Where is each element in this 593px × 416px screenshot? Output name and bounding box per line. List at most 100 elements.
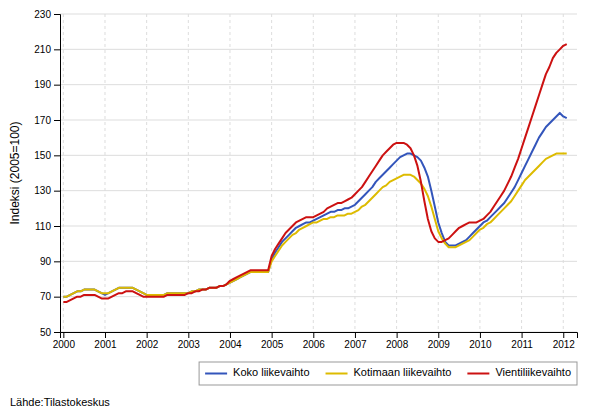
y-axis-tick-label: 210 (34, 44, 51, 55)
legend-swatch (467, 373, 489, 375)
grid-line-y (60, 190, 577, 191)
x-axis-tick-label: 2001 (94, 339, 117, 350)
x-axis-tick: 2007 (344, 332, 367, 350)
grid-line-y (60, 155, 577, 156)
grid-line-x (396, 14, 397, 332)
grid (60, 14, 577, 332)
y-axis-line (54, 15, 61, 333)
grid-line-y (60, 14, 577, 15)
plot: 2000 2001 2002 2003 2004 2005 2006 2007 2008 2009… (34, 9, 577, 350)
x-axis-tick: 2001 (94, 332, 117, 350)
x-axis-tick: 2010 (469, 332, 492, 350)
y-axis-tick: 190 (34, 79, 60, 90)
x-axis-line (61, 333, 578, 339)
grid-line-x (63, 14, 64, 332)
x-axis-tick-mark (397, 332, 398, 338)
lines (63, 44, 566, 302)
x-axis-tick-label: 2007 (344, 339, 367, 350)
y-axis-title: Indeksi (2005=100) (8, 121, 22, 224)
grid-line-x (479, 14, 480, 332)
legend-label: Koko liikevaihto (233, 366, 309, 378)
x-axis-tick-label: 2011 (511, 339, 533, 350)
legend: Koko liikevaihto Kotimaan liikevaihto Vien… (199, 362, 577, 385)
x-axis-tick-mark (147, 332, 148, 338)
x-axis-tick-mark (105, 332, 106, 338)
x-axis-tick-label: 2012 (553, 339, 576, 350)
x-axis-tick-label: 2000 (53, 339, 76, 350)
x-axis: 2000 2001 2002 2003 2004 2005 2006 2007 2008 2009… (53, 332, 578, 350)
x-axis-tick-label: 2009 (428, 339, 451, 350)
x-axis-tick: 2012 (553, 332, 576, 350)
x-axis-tick-label: 2004 (219, 339, 242, 350)
legend-item: Koko liikevaihto (205, 366, 309, 378)
y-axis-tick-mark (54, 85, 60, 86)
x-axis-tick-mark (522, 332, 523, 338)
x-axis-tick-label: 2002 (136, 339, 159, 350)
x-axis-tick-mark (480, 332, 481, 338)
grid-line-x (146, 14, 147, 332)
series-line (63, 44, 566, 302)
x-axis-tick: 2005 (261, 332, 284, 350)
y-axis-tick-label: 190 (34, 79, 51, 90)
y-axis-tick: 110 (35, 221, 60, 232)
y-axis-tick-mark (54, 297, 60, 298)
legend-box (199, 362, 577, 385)
grid-line-x (438, 14, 439, 332)
x-axis-tick-mark (438, 332, 439, 338)
grid-line-y (60, 49, 577, 50)
y-axis-tick-label: 170 (34, 115, 51, 126)
x-axis-tick: 2011 (511, 332, 533, 350)
grid-line-y (60, 296, 577, 297)
grid-line-x (563, 14, 564, 332)
x-axis-tick-mark (272, 332, 273, 338)
grid-line-x (104, 14, 105, 332)
legend-item: Vientiliikevaihto (467, 366, 571, 378)
source-note: Lähde:Tilastokeskus (10, 396, 110, 408)
x-axis-tick: 2009 (428, 332, 451, 350)
x-axis-tick-mark (230, 332, 231, 338)
y-axis-tick-mark (54, 155, 60, 156)
x-axis-tick: 2008 (386, 332, 409, 350)
y-axis-tick-mark (54, 226, 60, 227)
series-line (63, 113, 566, 297)
y-axis-tick: 230 (34, 9, 60, 20)
grid-line-x (188, 14, 189, 332)
y-axis-tick: 130 (34, 185, 60, 196)
grid-line-y (60, 261, 577, 262)
x-axis-tick-label: 2006 (303, 339, 326, 350)
chart-container: 2000 2001 2002 2003 2004 2005 2006 2007 2008 2009… (0, 0, 593, 416)
legend-label: Vientiliikevaihto (495, 366, 571, 378)
grid-line-y (60, 120, 577, 121)
y-axis-tick-label: 230 (34, 9, 51, 20)
y-axis-tick-label: 70 (40, 291, 52, 302)
x-axis-tick-label: 2008 (386, 339, 409, 350)
x-axis-tick-label: 2003 (178, 339, 201, 350)
grid-line-x (354, 14, 355, 332)
y-axis-tick-label: 150 (34, 150, 51, 161)
y-axis-tick: 50 (40, 327, 60, 338)
y-axis-tick-label: 110 (35, 221, 51, 232)
legend-swatch (326, 373, 348, 375)
series-line (63, 154, 566, 297)
y-axis-tick-mark (54, 332, 60, 333)
x-axis-tick-mark (563, 332, 564, 338)
y-axis-tick-label: 50 (40, 327, 52, 338)
grid-line-y (60, 226, 577, 227)
x-axis-tick-mark (313, 332, 314, 338)
y-axis-tick-label: 90 (40, 256, 52, 267)
y-axis-tick-mark (54, 49, 60, 50)
x-axis-tick: 2004 (219, 332, 242, 350)
y-axis-tick-label: 130 (34, 185, 51, 196)
grid-line-x (271, 14, 272, 332)
legend-item: Kotimaan liikevaihto (326, 366, 452, 378)
y-axis-tick-mark (54, 191, 60, 192)
x-axis-tick: 2000 (53, 332, 76, 350)
y-axis-tick-mark (54, 261, 60, 262)
legend-label: Kotimaan liikevaihto (354, 366, 452, 378)
grid-line-x (229, 14, 230, 332)
legend-swatch (205, 373, 227, 375)
y-axis-tick: 170 (34, 115, 60, 126)
x-axis-tick-mark (355, 332, 356, 338)
x-axis-tick: 2006 (303, 332, 326, 350)
x-axis-tick: 2002 (136, 332, 159, 350)
